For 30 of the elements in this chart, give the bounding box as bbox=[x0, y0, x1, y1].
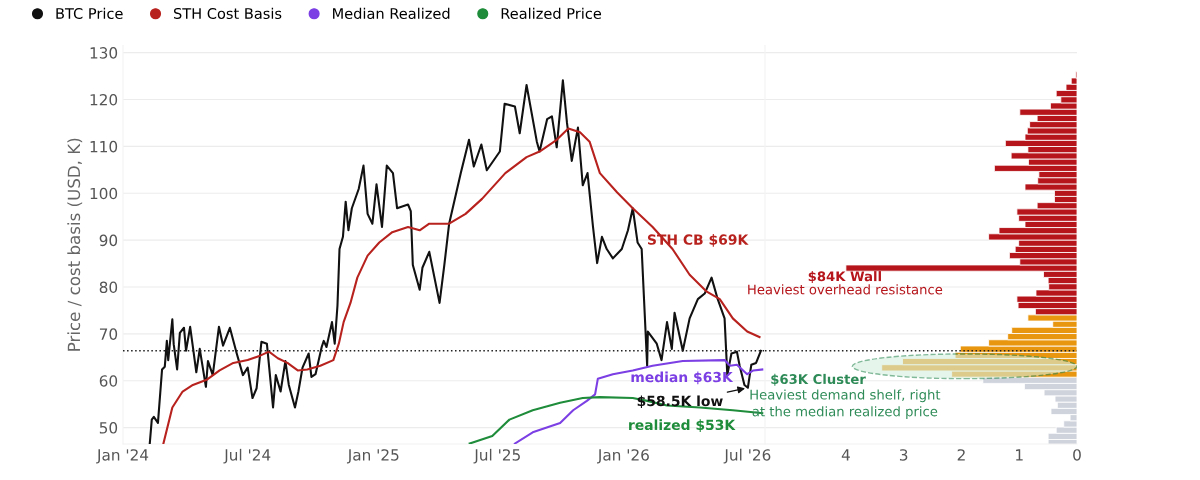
y-tick-label: 110 bbox=[90, 140, 118, 153]
legend-label: BTC Price bbox=[56, 7, 123, 20]
legend-label: Realized Price bbox=[501, 7, 602, 20]
x-tick-label: Jul '24 bbox=[223, 448, 271, 464]
x-tick-label: 3 bbox=[899, 449, 908, 461]
y-tick-label: 50 bbox=[99, 422, 118, 434]
legend-label: STH Cost Basis bbox=[173, 7, 282, 20]
x-tick-label: Jul '26 bbox=[723, 448, 771, 464]
x-tick-label: 4 bbox=[841, 449, 850, 461]
y-axis-title: Price / cost basis (USD, K) bbox=[67, 138, 83, 351]
y-tick-label: 130 bbox=[90, 47, 118, 59]
x-tick-label: Jan '24 bbox=[96, 449, 149, 464]
x-tick-label: Jan '25 bbox=[346, 449, 399, 464]
annotation: median $63K bbox=[631, 371, 734, 385]
y-tick-label: 60 bbox=[99, 375, 118, 387]
annotation: realized $53K bbox=[629, 419, 736, 432]
annotation: $84K Wall bbox=[808, 271, 881, 284]
x-tick-label: Jul '25 bbox=[473, 448, 520, 464]
x-tick-label: 0 bbox=[1073, 449, 1081, 461]
legend-label: Median Realized bbox=[333, 7, 450, 20]
y-tick-label: 70 bbox=[99, 328, 118, 340]
annotation: Heaviest overhead resistance bbox=[748, 284, 943, 295]
y-tick-label: 90 bbox=[99, 234, 118, 247]
y-tick-label: 120 bbox=[90, 93, 118, 106]
y-tick-label: 100 bbox=[90, 187, 118, 200]
x-tick-label: 2 bbox=[957, 449, 965, 461]
y-tick-label: 80 bbox=[99, 281, 118, 294]
x-tick-label: Jan '26 bbox=[597, 449, 649, 464]
annotation: $63K Cluster bbox=[771, 373, 866, 386]
x-tick-label: 1 bbox=[1016, 449, 1023, 461]
